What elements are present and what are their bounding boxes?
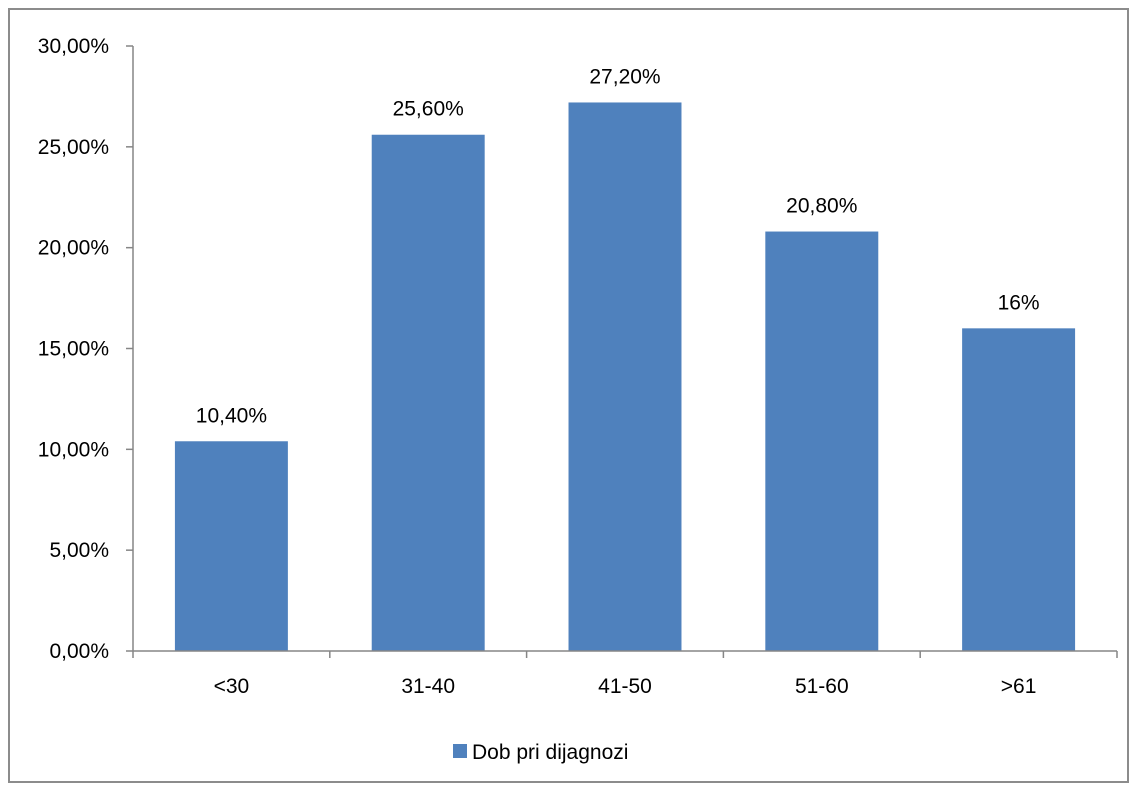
chart-frame [8, 8, 1129, 783]
y-tick-label: 15,00% [38, 338, 109, 361]
y-tick-label: 10,00% [38, 438, 109, 461]
bar [174, 441, 288, 651]
bar-data-label: 25,60% [393, 98, 464, 121]
bar-data-label: 16% [998, 291, 1040, 314]
legend-swatch [453, 744, 467, 758]
legend-label: Dob pri dijagnozi [472, 741, 628, 764]
bar [765, 231, 879, 652]
bars: 10,40% 25,60% 27,20% 20,80% 16% [174, 65, 1076, 652]
y-tick-label: 30,00% [38, 35, 109, 58]
x-axis: <30 31-40 41-50 51-60 >61 [132, 650, 1118, 698]
y-tick-label: 20,00% [38, 237, 109, 260]
x-tick-label: >61 [1001, 675, 1037, 698]
y-tick-label: 5,00% [49, 539, 109, 562]
x-tick-label: 31-40 [401, 675, 455, 698]
x-tick-label: 41-50 [598, 675, 652, 698]
x-tick-label: 51-60 [795, 675, 849, 698]
bar [371, 134, 485, 651]
bar [568, 102, 682, 651]
bar [962, 328, 1076, 651]
x-tick-label: <30 [214, 675, 250, 698]
bar-data-label: 27,20% [589, 65, 660, 88]
bar-data-label: 20,80% [786, 195, 857, 218]
y-tick-label: 0,00% [49, 640, 109, 663]
legend: Dob pri dijagnozi [453, 741, 628, 764]
bar-data-label: 10,40% [196, 404, 267, 427]
y-tick-label: 25,00% [38, 136, 109, 159]
y-axis: 0,00% 5,00% 10,00% 15,00% 20,00% 25,00% 30,00% [38, 35, 134, 663]
